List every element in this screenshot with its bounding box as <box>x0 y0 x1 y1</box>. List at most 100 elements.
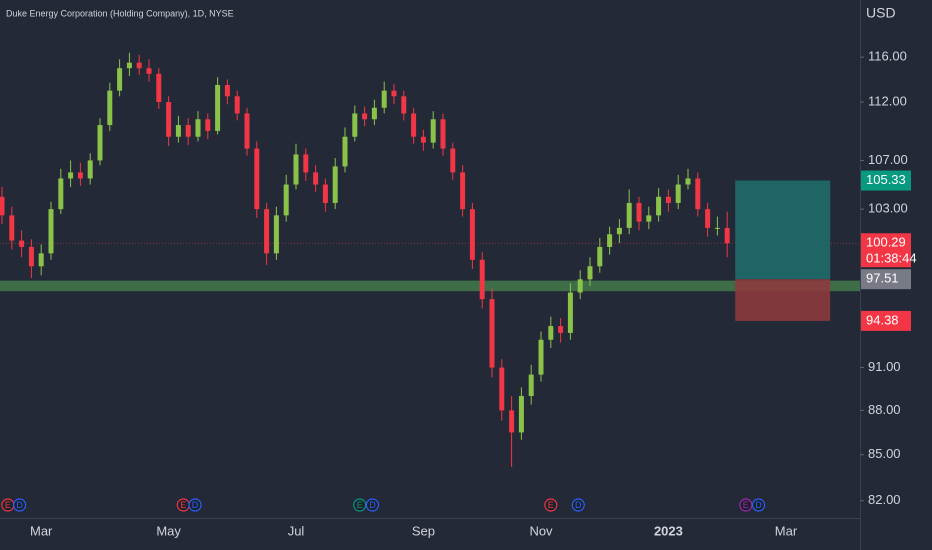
candle-body <box>656 196 662 216</box>
event-label: D <box>575 500 582 510</box>
candle-body <box>195 119 201 137</box>
candle-body <box>558 326 564 333</box>
candle-body <box>136 62 142 69</box>
candle-body <box>264 209 270 254</box>
candle-body <box>626 202 632 228</box>
candle-body <box>313 172 319 185</box>
candle-body <box>68 172 74 179</box>
candle-body <box>675 184 681 203</box>
event-label: E <box>180 500 186 510</box>
candle-body <box>117 68 123 91</box>
candle-body <box>342 136 348 167</box>
candle-body <box>685 178 691 185</box>
event-marker <box>188 498 202 512</box>
candle-body <box>332 166 338 203</box>
x-tick-label: Jul <box>288 523 305 538</box>
y-tick-label: 91.00 <box>868 359 901 374</box>
candle-body <box>577 279 583 293</box>
stop-label-bg <box>861 310 911 331</box>
event-label: D <box>192 500 199 510</box>
candle-body <box>244 113 250 149</box>
candle-body <box>489 299 495 368</box>
last-label-bg <box>861 233 911 268</box>
x-tick-label: Mar <box>775 523 798 538</box>
candle-body <box>322 184 328 203</box>
candle-body <box>38 253 44 267</box>
candle-body <box>460 172 466 210</box>
candle-body <box>479 259 485 300</box>
y-tick-label: 82.00 <box>868 492 901 507</box>
candle-body <box>146 68 152 74</box>
candle-body <box>156 73 162 103</box>
event-marker <box>751 498 766 512</box>
support-zone <box>0 280 860 292</box>
candle-body <box>528 374 534 396</box>
profit-zone <box>735 180 831 280</box>
y-tick-label: 112.00 <box>868 93 907 108</box>
event-label: D <box>16 500 23 510</box>
event-label: E <box>5 500 11 510</box>
target-label: 105.33 <box>866 172 906 187</box>
candle-body <box>509 410 515 433</box>
chart-title: Duke Energy Corporation (Holding Company… <box>6 8 234 18</box>
stop-label: 94.38 <box>866 312 899 327</box>
candle-body <box>175 125 181 137</box>
event-marker <box>571 498 585 512</box>
y-tick-label: 103.00 <box>868 201 908 216</box>
candle-body <box>28 246 34 267</box>
x-tick-label: Nov <box>529 523 553 538</box>
x-tick-label: 2023 <box>654 523 683 538</box>
candle-body <box>352 113 358 137</box>
candle-body <box>646 215 652 222</box>
candle-body <box>567 292 573 333</box>
candle-body <box>205 119 211 131</box>
x-tick-label: May <box>156 523 181 538</box>
event-label: D <box>755 500 762 510</box>
candle-body <box>587 266 593 280</box>
candle-body <box>0 196 5 216</box>
loss-zone <box>735 279 831 321</box>
candle-body <box>440 119 446 149</box>
candle-body <box>166 102 172 137</box>
entry-label-bg <box>861 269 911 290</box>
candle-body <box>293 154 299 185</box>
candle-body <box>381 90 387 108</box>
event-label: E <box>357 500 363 510</box>
last-label: 100.29 <box>866 235 906 250</box>
event-marker <box>353 498 367 512</box>
candle-body <box>362 113 368 120</box>
candle-body <box>695 178 701 210</box>
candle-body <box>705 209 711 228</box>
candle-body <box>538 339 544 375</box>
candle-body <box>107 90 113 126</box>
event-label: E <box>743 500 749 510</box>
y-tick-label: 116.00 <box>868 49 907 64</box>
candle-body <box>185 125 191 137</box>
candle-body <box>714 227 720 229</box>
event-marker <box>365 498 380 512</box>
candle-body <box>499 367 505 411</box>
candle-body <box>636 202 642 222</box>
candle-body <box>215 84 221 131</box>
candle-body <box>9 215 15 241</box>
x-tick-label: Mar <box>30 523 53 538</box>
candle-body <box>420 136 426 143</box>
event-marker <box>13 498 27 512</box>
candle-body <box>391 90 397 97</box>
candle-body <box>254 148 260 210</box>
y-tick-label: 88.00 <box>868 402 901 417</box>
candle-body <box>450 148 456 173</box>
candle-body <box>548 326 554 340</box>
event-marker <box>544 498 558 512</box>
candle-body <box>430 119 436 143</box>
candle-body <box>371 107 377 120</box>
event-marker <box>739 498 753 512</box>
candle-body <box>283 184 289 216</box>
candle-body <box>303 154 309 173</box>
event-label: D <box>369 500 376 510</box>
candle-body <box>87 160 93 179</box>
candle-body <box>469 209 475 260</box>
candle-body <box>616 227 622 235</box>
candle-body <box>126 62 132 69</box>
currency-label: USD <box>866 5 896 21</box>
